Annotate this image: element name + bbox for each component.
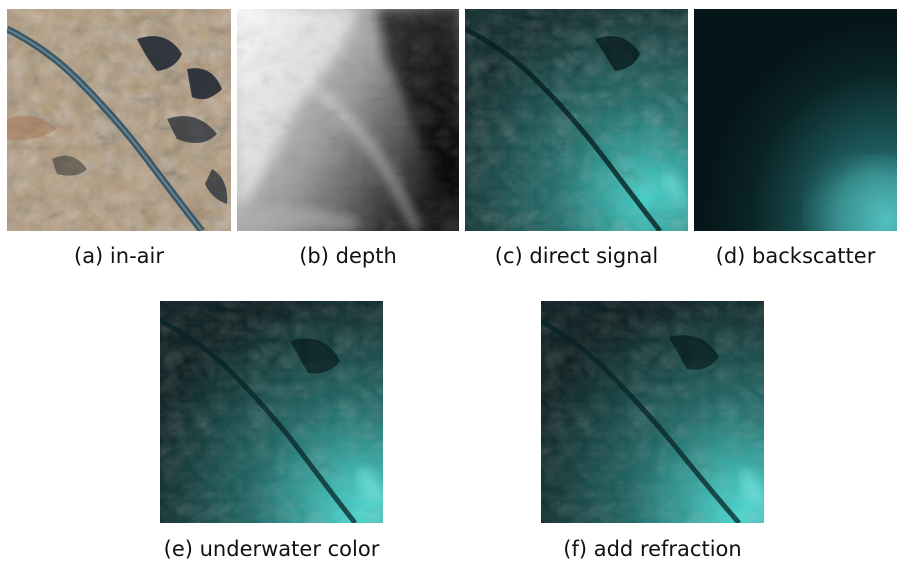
caption-c: (c) direct signal xyxy=(494,244,659,268)
backscatter-image xyxy=(694,9,897,231)
direct-signal-image xyxy=(465,9,688,231)
caption-b: (b) depth xyxy=(299,244,397,268)
underwater-color-image xyxy=(160,301,383,523)
caption-e: (e) underwater color xyxy=(163,537,380,561)
caption-d: (d) backscatter xyxy=(715,244,876,268)
depth-image xyxy=(237,9,459,231)
add-refraction-image xyxy=(541,301,764,523)
caption-a: (a) in-air xyxy=(74,244,164,268)
in-air-image xyxy=(7,9,231,231)
caption-f: (f) add refraction xyxy=(563,537,742,561)
